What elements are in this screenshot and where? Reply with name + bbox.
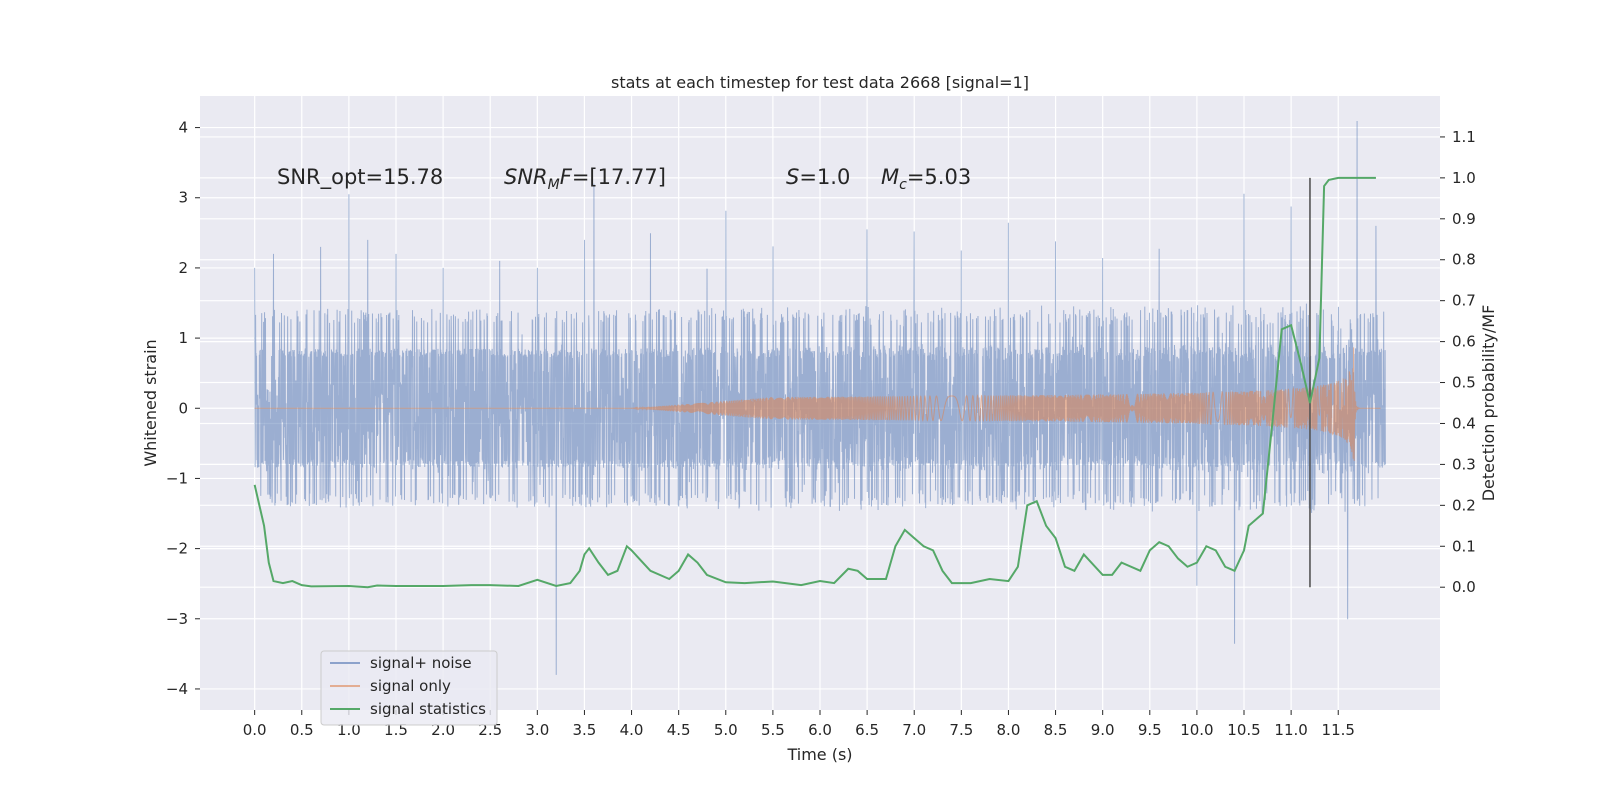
annotation-mc: Mc=5.03 bbox=[881, 165, 971, 193]
x-tick-label: 11.5 bbox=[1322, 721, 1355, 739]
x-tick-label: 8.0 bbox=[997, 721, 1021, 739]
legend-box bbox=[320, 650, 498, 726]
y2-tick-label: 0.7 bbox=[1452, 292, 1476, 310]
y2-axis-ticks: 1.1 1.0 0.9 0.8 0.7 0.6 0.5 0.4 0.3 0.2 0.1 0.0 bbox=[1440, 128, 1476, 596]
x-tick-label: 9.5 bbox=[1138, 721, 1162, 739]
y2-tick-label: 0.9 bbox=[1452, 210, 1476, 228]
series-signal-statistics bbox=[253, 176, 1376, 589]
y-axis-ticks: 4 3 2 1 0 −1 −2 −3 −4 bbox=[166, 119, 200, 698]
x-tick-label: 0.0 bbox=[243, 721, 267, 739]
x-tick-label: 3.5 bbox=[573, 721, 597, 739]
y-tick-label: 3 bbox=[178, 189, 188, 207]
y2-tick-label: 0.3 bbox=[1452, 455, 1476, 473]
y-tick-label: −3 bbox=[166, 610, 188, 628]
legend-label-signal-plus-noise: signal+ noise bbox=[370, 654, 472, 672]
y2-tick-label: 0.1 bbox=[1452, 537, 1476, 555]
x-tick-label: 10.5 bbox=[1227, 721, 1260, 739]
y2-tick-label: 0.2 bbox=[1452, 496, 1476, 514]
y2-tick-label: 0.8 bbox=[1452, 251, 1476, 269]
legend-label-signal-statistics: signal statistics bbox=[370, 700, 486, 718]
y-tick-label: −2 bbox=[166, 540, 188, 558]
x-tick-label: 8.5 bbox=[1044, 721, 1068, 739]
series-signal-only bbox=[254, 347, 1381, 462]
x-tick-label: 7.5 bbox=[949, 721, 973, 739]
y-tick-label: 1 bbox=[178, 329, 188, 347]
y-tick-label: 0 bbox=[178, 399, 188, 417]
x-tick-label: 0.5 bbox=[290, 721, 314, 739]
legend: signal+ noise signal only signal statist… bbox=[320, 650, 498, 726]
legend-label-signal-only: signal only bbox=[370, 677, 451, 695]
y2-tick-label: 0.6 bbox=[1452, 333, 1476, 351]
y-tick-label: 4 bbox=[178, 119, 188, 137]
x-tick-label: 4.0 bbox=[620, 721, 644, 739]
x-axis-ticks: 0.0 0.5 1.0 1.5 2.0 2.5 3.0 3.5 4.0 4.5 5.0 5.5 6.0 6… bbox=[243, 710, 1355, 739]
x-tick-label: 11.0 bbox=[1274, 721, 1307, 739]
y-axis-label: Whitened strain bbox=[141, 339, 160, 466]
x-tick-label: 6.5 bbox=[855, 721, 879, 739]
y-tick-label: −1 bbox=[166, 469, 188, 487]
y2-axis-label: Detection probability/MF bbox=[1479, 305, 1498, 502]
x-tick-label: 4.5 bbox=[667, 721, 691, 739]
x-tick-label: 10.0 bbox=[1180, 721, 1213, 739]
y2-tick-label: 0.5 bbox=[1452, 374, 1476, 392]
y-tick-label: 2 bbox=[178, 259, 188, 277]
series-signal-plus-noise bbox=[254, 121, 1386, 675]
x-tick-label: 3.0 bbox=[525, 721, 549, 739]
annotation-snr-mf: SNRMF=[17.77] bbox=[504, 165, 666, 193]
x-tick-label: 5.0 bbox=[714, 721, 738, 739]
x-tick-label: 7.0 bbox=[902, 721, 926, 739]
y-tick-label: −4 bbox=[166, 680, 188, 698]
annotation-s: S=1.0 bbox=[786, 165, 850, 189]
annotation-snr-opt: SNR_opt=15.78 bbox=[277, 165, 443, 190]
y2-tick-label: 0.0 bbox=[1452, 578, 1476, 596]
y2-tick-label: 0.4 bbox=[1452, 414, 1476, 432]
x-tick-label: 6.0 bbox=[808, 721, 832, 739]
y2-tick-label: 1.1 bbox=[1452, 128, 1476, 146]
x-axis-label: Time (s) bbox=[786, 745, 852, 764]
x-tick-label: 9.0 bbox=[1091, 721, 1115, 739]
chart-title: stats at each timestep for test data 266… bbox=[611, 73, 1029, 92]
y2-tick-label: 1.0 bbox=[1452, 169, 1476, 187]
x-tick-label: 5.5 bbox=[761, 721, 785, 739]
